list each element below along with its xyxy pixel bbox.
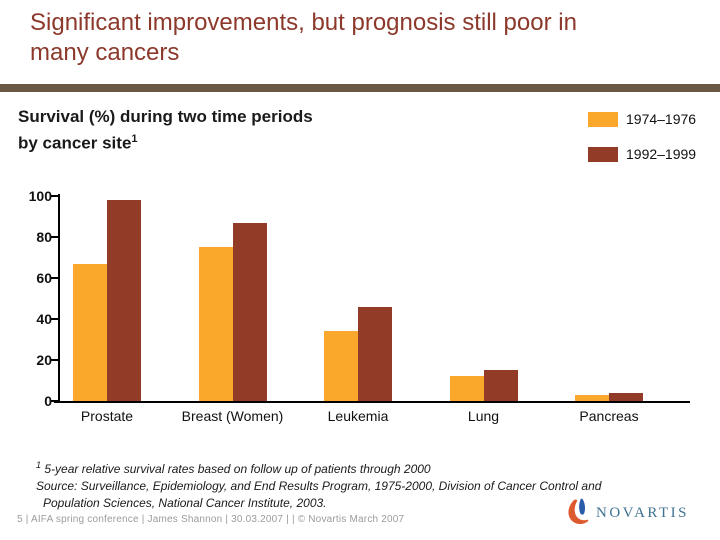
footnote-line1-text: 5-year relative survival rates based on …: [44, 462, 431, 476]
title-divider-bar: [0, 84, 720, 92]
y-tick-label-20: 20: [36, 352, 52, 368]
y-axis-labels: 0 20 40 60 80 100: [0, 188, 52, 409]
bar-breast-women-period1: [198, 247, 233, 401]
y-tick-label-60: 60: [36, 270, 52, 286]
y-tick-mark-80: [51, 236, 60, 238]
bar-lung-period2: [483, 370, 518, 401]
slide-footer: 5 | AIFA spring conference | James Shann…: [17, 514, 405, 525]
y-tick-label-0: 0: [44, 393, 52, 409]
legend-row-1992-1999: 1992–1999: [588, 145, 696, 163]
footnote-line-3: Population Sciences, National Cancer Ins…: [43, 496, 327, 510]
bar-leukemia-period2: [358, 306, 392, 401]
slide-title: Significant improvements, but prognosis …: [30, 8, 670, 68]
y-tick-mark-0: [51, 400, 60, 402]
chart-heading-superscript: 1: [131, 133, 138, 145]
legend-label-1992-1999: 1992–1999: [626, 146, 697, 162]
novartis-flame-icon: [568, 498, 589, 524]
bar-prostate-period1: [73, 263, 107, 401]
chart-legend: 1974–1976 1992–1999: [588, 110, 696, 180]
bar-prostate-period2: [107, 200, 141, 401]
x-category-label-pancreas: Pancreas: [579, 408, 639, 424]
x-axis-line: [54, 401, 690, 403]
legend-label-1974-1976: 1974–1976: [626, 111, 697, 127]
y-tick-mark-100: [51, 195, 60, 197]
y-tick-mark-60: [51, 277, 60, 279]
slide-title-line2: many cancers: [30, 39, 180, 66]
legend-swatch-1992-1999: [588, 146, 618, 162]
bar-lung-period1: [449, 376, 484, 401]
slide-title-line1: Significant improvements, but prognosis …: [30, 9, 577, 36]
plot-area: Prostate Breast (Women) Leukemia Lung Pancre…: [51, 194, 690, 424]
novartis-logo: NOVARTIS: [566, 498, 689, 525]
y-tick-label-80: 80: [36, 229, 52, 245]
x-category-label-lung: Lung: [467, 408, 500, 424]
bar-breast-women-period2: [232, 222, 267, 401]
y-tick-label-40: 40: [36, 311, 52, 327]
x-category-label-prostate: Prostate: [80, 408, 134, 424]
bar-pancreas-period1: [575, 394, 609, 401]
footnote: 1 5-year relative survival rates based o…: [36, 457, 601, 512]
chart-heading-line2: by cancer site: [18, 133, 132, 153]
y-tick-label-100: 100: [28, 188, 52, 204]
bar-pancreas-period2: [609, 392, 643, 401]
y-tick-mark-20: [51, 359, 60, 361]
chart-heading: Survival (%) during two time periods by …: [18, 106, 313, 155]
x-category-label-leukemia: Leukemia: [327, 408, 389, 424]
legend-swatch-1974-1976: [588, 111, 618, 127]
novartis-wordmark: NOVARTIS: [596, 504, 690, 521]
bar-leukemia-period1: [324, 331, 358, 401]
x-category-label-breast-women: Breast (Women): [181, 408, 284, 424]
legend-row-1974-1976: 1974–1976: [588, 110, 696, 128]
footnote-line-2: Source: Surveillance, Epidemiology, and …: [36, 479, 602, 493]
y-tick-mark-40: [51, 318, 60, 320]
footnote-superscript: 1: [36, 460, 42, 470]
chart-heading-line1: Survival (%) during two time periods: [18, 107, 313, 126]
footnote-line-1: 1 5-year relative survival rates based o…: [36, 457, 601, 478]
y-axis-line: [58, 194, 60, 403]
